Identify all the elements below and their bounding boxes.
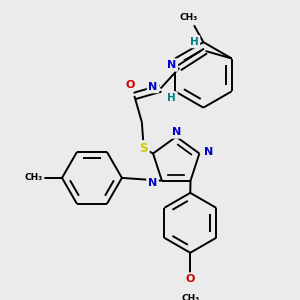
Text: CH₃: CH₃ [179,13,197,22]
Text: S: S [140,142,148,155]
Text: N: N [172,127,181,137]
Text: N: N [148,178,157,188]
Text: N: N [148,82,158,92]
Text: H: H [190,37,199,47]
Text: O: O [186,274,195,284]
Text: H: H [167,93,176,103]
Text: O: O [125,80,134,90]
Text: CH₃: CH₃ [25,173,43,182]
Text: CH₃: CH₃ [181,294,200,300]
Text: N: N [167,60,176,70]
Text: N: N [204,147,213,157]
